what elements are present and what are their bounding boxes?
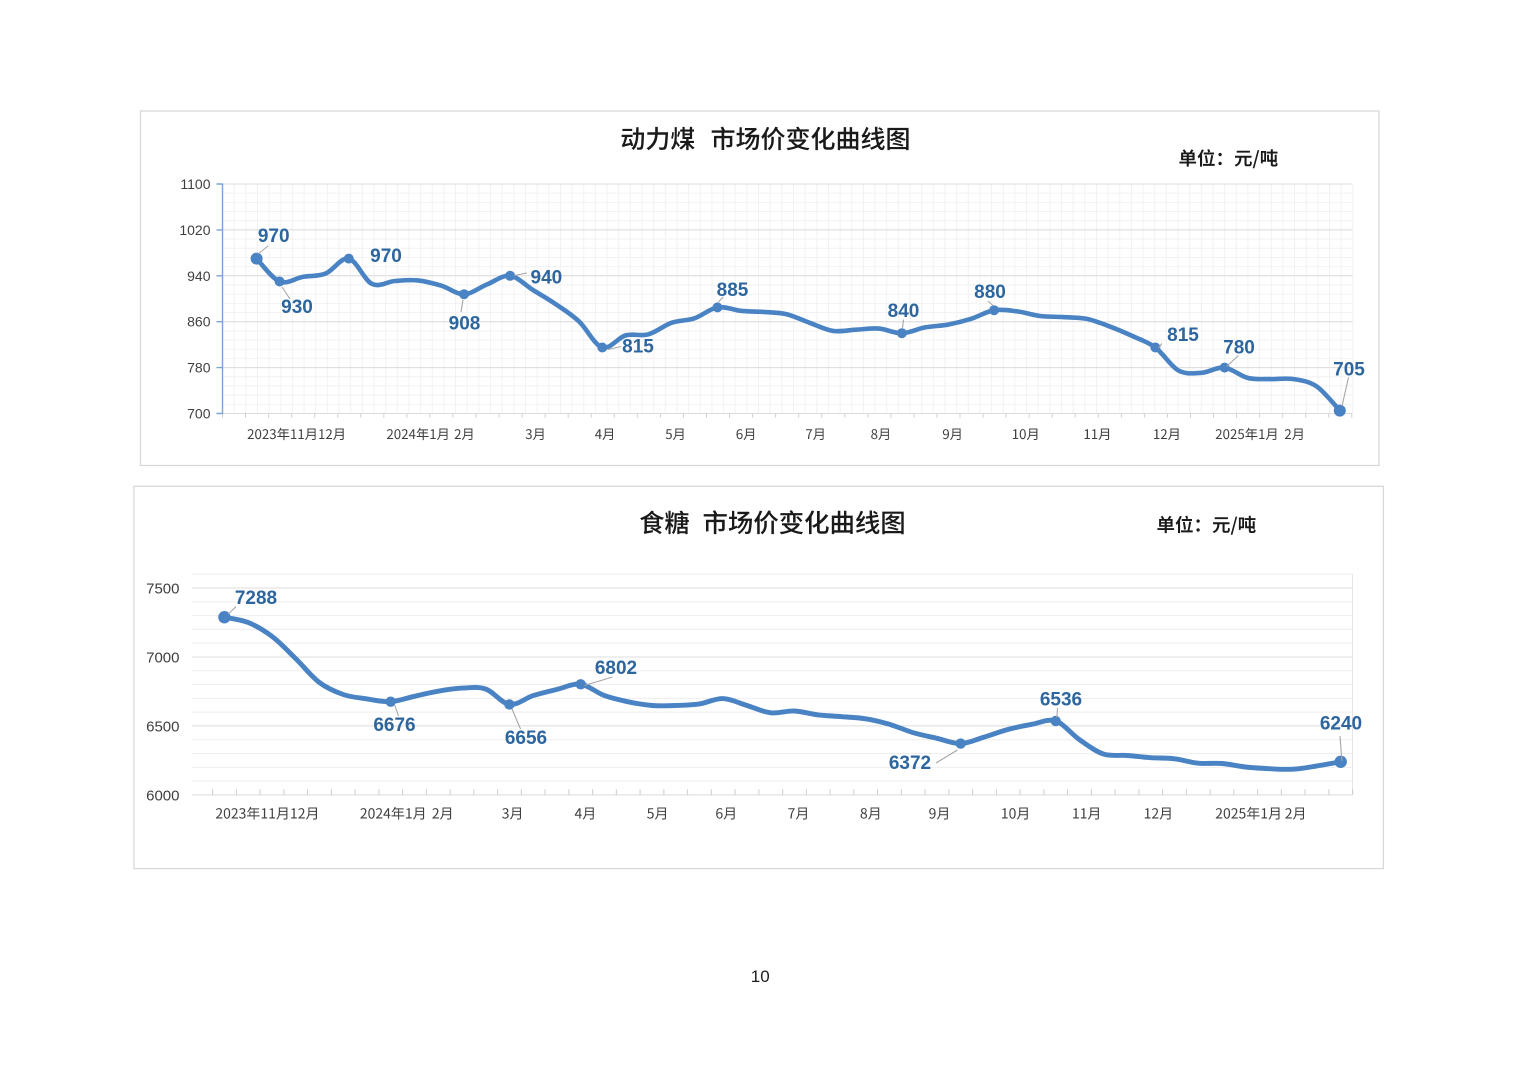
svg-text:6676: 6676 <box>373 715 415 736</box>
svg-text:7288: 7288 <box>235 588 277 609</box>
svg-text:880: 880 <box>974 282 1006 303</box>
svg-text:908: 908 <box>449 313 481 334</box>
svg-text:815: 815 <box>1167 325 1199 346</box>
svg-text:6372: 6372 <box>889 753 931 774</box>
svg-text:6802: 6802 <box>595 658 637 679</box>
svg-text:10: 10 <box>751 967 770 986</box>
svg-text:6656: 6656 <box>505 728 547 749</box>
svg-text:7000: 7000 <box>146 649 179 666</box>
svg-text:970: 970 <box>370 246 402 267</box>
svg-text:780: 780 <box>187 360 211 376</box>
svg-text:1100: 1100 <box>180 176 210 192</box>
svg-text:7500: 7500 <box>146 580 179 597</box>
svg-text:780: 780 <box>1223 338 1255 359</box>
svg-text:700: 700 <box>187 406 211 422</box>
svg-text:930: 930 <box>281 297 313 318</box>
svg-text:940: 940 <box>187 268 211 284</box>
svg-text:885: 885 <box>717 280 749 301</box>
svg-text:6240: 6240 <box>1320 714 1362 735</box>
svg-text:6536: 6536 <box>1040 690 1082 711</box>
svg-text:6000: 6000 <box>146 787 179 804</box>
svg-text:705: 705 <box>1333 360 1365 381</box>
svg-text:815: 815 <box>622 337 654 358</box>
svg-text:6500: 6500 <box>146 718 179 735</box>
svg-text:860: 860 <box>187 314 211 330</box>
svg-text:970: 970 <box>258 226 290 247</box>
svg-text:940: 940 <box>531 268 563 289</box>
svg-text:1020: 1020 <box>179 222 210 238</box>
svg-text:840: 840 <box>888 301 920 322</box>
